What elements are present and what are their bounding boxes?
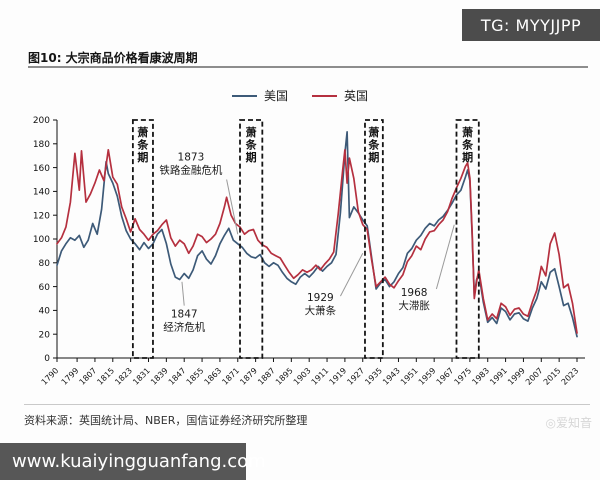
svg-text:1847: 1847: [167, 366, 188, 387]
svg-text:1935: 1935: [363, 366, 384, 387]
svg-text:萧: 萧: [462, 125, 473, 139]
svg-text:期: 期: [462, 150, 473, 164]
svg-text:60: 60: [39, 283, 51, 293]
svg-text:2023: 2023: [560, 366, 581, 387]
legend-label-us: 美国: [263, 89, 288, 103]
svg-text:1919: 1919: [328, 366, 349, 387]
svg-text:条: 条: [367, 138, 380, 152]
svg-text:1887: 1887: [256, 366, 277, 387]
svg-text:萧: 萧: [246, 125, 257, 139]
svg-text:40: 40: [39, 307, 51, 317]
source-divider: [24, 404, 590, 405]
svg-text:1927: 1927: [345, 366, 366, 387]
svg-text:1903: 1903: [292, 366, 313, 387]
svg-text:萧: 萧: [368, 125, 379, 139]
svg-text:1967: 1967: [435, 366, 456, 387]
svg-text:条: 条: [245, 138, 258, 152]
us-line-swatch: [231, 94, 257, 97]
title-divider: [28, 66, 588, 68]
svg-text:经济危机: 经济危机: [163, 321, 205, 334]
svg-text:1943: 1943: [381, 366, 402, 387]
svg-text:大萧条: 大萧条: [305, 304, 337, 317]
svg-text:1831: 1831: [131, 366, 152, 387]
svg-text:期: 期: [246, 150, 257, 164]
svg-text:1839: 1839: [149, 366, 170, 387]
tg-badge: TG: MYYJJPP: [462, 9, 600, 41]
svg-text:1991: 1991: [488, 366, 509, 387]
svg-text:1975: 1975: [453, 366, 474, 387]
svg-text:大滞胀: 大滞胀: [398, 299, 430, 312]
svg-text:20: 20: [39, 330, 51, 340]
svg-text:期: 期: [137, 150, 148, 164]
svg-text:萧: 萧: [137, 125, 148, 139]
svg-text:1799: 1799: [60, 366, 81, 387]
svg-text:1951: 1951: [399, 366, 420, 387]
svg-text:1999: 1999: [506, 366, 527, 387]
svg-text:120: 120: [33, 211, 50, 221]
svg-text:1863: 1863: [203, 366, 224, 387]
legend-item-us: 美国: [231, 87, 288, 104]
svg-text:1855: 1855: [185, 366, 206, 387]
svg-text:1983: 1983: [470, 366, 491, 387]
svg-text:1871: 1871: [220, 366, 241, 387]
svg-text:1959: 1959: [417, 366, 438, 387]
uk-line-swatch: [312, 94, 337, 97]
svg-text:1895: 1895: [274, 366, 295, 387]
svg-text:1807: 1807: [78, 366, 99, 387]
chart-legend: 美国 英国: [0, 87, 600, 104]
svg-text:80: 80: [39, 259, 51, 269]
svg-text:期: 期: [368, 150, 379, 164]
svg-text:条: 条: [461, 138, 474, 152]
svg-text:1847: 1847: [171, 309, 198, 321]
svg-text:条: 条: [136, 138, 149, 152]
svg-text:160: 160: [33, 164, 50, 174]
svg-text:1911: 1911: [310, 366, 331, 387]
svg-text:180: 180: [33, 140, 50, 150]
svg-text:100: 100: [33, 235, 50, 245]
svg-text:1929: 1929: [307, 292, 334, 304]
svg-text:1790: 1790: [40, 366, 61, 387]
svg-text:1873: 1873: [178, 151, 205, 163]
svg-text:1815: 1815: [95, 366, 116, 387]
site-url-bar: www.kuaiyingguanfang.com: [0, 443, 266, 480]
legend-label-uk: 英国: [344, 89, 369, 103]
svg-text:140: 140: [33, 188, 50, 198]
svg-text:0: 0: [44, 354, 50, 364]
legend-item-uk: 英国: [312, 87, 368, 104]
svg-text:1823: 1823: [113, 366, 134, 387]
figure-title: 图10: 大宗商品价格看康波周期: [28, 51, 198, 65]
svg-text:200: 200: [33, 116, 50, 126]
svg-text:铁路金融危机: 铁路金融危机: [159, 163, 222, 176]
svg-text:2015: 2015: [542, 366, 563, 387]
source-note: 资料来源：英国统计局、NBER，国信证券经济研究所整理: [24, 414, 308, 427]
svg-text:2007: 2007: [524, 366, 545, 387]
weibo-watermark: ◎爱知音: [545, 416, 592, 430]
svg-text:1968: 1968: [401, 287, 428, 299]
svg-text:1879: 1879: [238, 366, 259, 387]
